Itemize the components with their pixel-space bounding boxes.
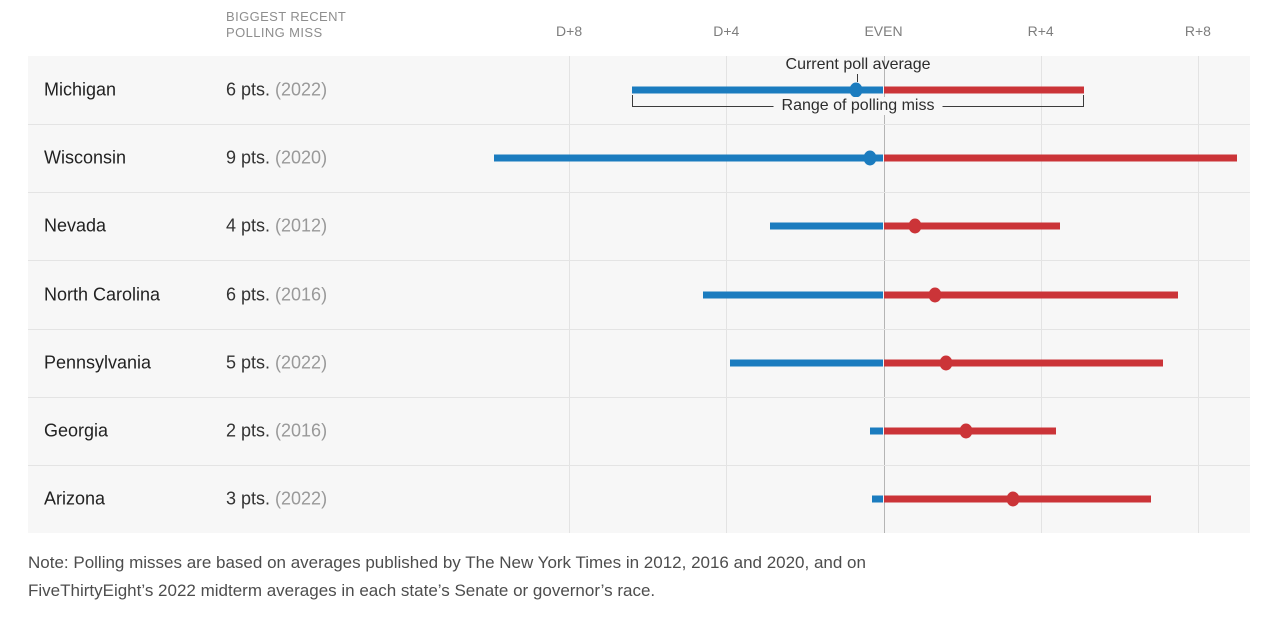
miss-year: (2012) [275,215,328,236]
range-bar-dem-side [869,427,884,435]
range-bar-dem-side [631,86,884,94]
x-axis-tick-label-d+4: D+4 [713,23,740,39]
state-label-georgia: Georgia [44,420,109,441]
polling-miss-value: 6 pts. (2016) [226,284,327,305]
range-bar-dem-side [702,291,884,298]
row-separator [28,396,1250,398]
miss-year: (2016) [275,284,328,304]
range-bar-dem-side [871,495,884,503]
current-poll-average-connector-line [857,74,858,82]
miss-points: 6 pts. [226,79,276,100]
state-label-arizona: Arizona [44,488,106,509]
polling-miss-value: 5 pts. (2022) [226,352,327,373]
footnote-line2: FiveThirtyEight’s 2022 midterm averages … [28,581,656,600]
chart-plot-area: Michigan 6 pts. (2022) Wisconsin 9 pts. (20… [28,56,1250,533]
miss-points: 6 pts. [226,284,276,304]
row-separator [28,464,1250,466]
polling-miss-value: 6 pts. (2022) [226,80,327,101]
range-bar-rep-side [883,86,1084,94]
current-poll-average-dot [849,82,863,98]
miss-points: 4 pts. [226,215,276,236]
x-axis-tick-label-d+8: D+8 [556,23,583,39]
range-bracket-right-tick [1082,95,1084,107]
footnote: Note: Polling misses are based on averag… [28,549,866,605]
row-separator [28,260,1250,262]
miss-year: (2022) [275,488,328,509]
current-poll-average-dot [939,355,953,371]
miss-year: (2022) [275,352,328,373]
range-of-polling-miss-label: Range of polling miss [773,97,943,115]
range-bar-rep-side [883,359,1163,367]
state-label-north-carolina: North Carolina [44,284,161,304]
row-separator [28,192,1250,194]
miss-year: (2020) [275,147,328,168]
range-bar-dem-side [730,359,884,367]
range-bar-dem-side [769,222,884,230]
current-poll-average-dot [959,423,973,439]
range-bar-rep-side [883,222,1061,230]
range-bar-dem-side [494,154,884,162]
miss-points: 5 pts. [226,352,276,373]
miss-points: 3 pts. [226,488,276,509]
state-label-nevada: Nevada [44,215,107,236]
polling-miss-value: 3 pts. (2022) [226,488,327,509]
polling-miss-value: 2 pts. (2016) [226,420,327,441]
footnote-line1: Note: Polling misses are based on averag… [28,553,866,572]
x-axis-tick-label-r+8: R+8 [1184,23,1211,39]
x-axis-tick-label-r+4: R+4 [1027,23,1054,39]
row-separator [28,328,1250,330]
current-poll-average-dot [908,218,922,234]
polling-miss-value: 9 pts. (2020) [226,148,327,169]
current-poll-average-dot [928,287,942,302]
range-bracket-left-tick [631,95,633,107]
miss-points: 9 pts. [226,147,276,168]
column-header-line1: BIGGEST RECENT [226,9,347,24]
gridline-d+8 [569,56,571,533]
column-header-biggest-recent-polling-miss: BIGGEST RECENT POLLING MISS [226,9,346,41]
miss-year: (2016) [275,420,328,441]
current-poll-average-dot [863,150,877,166]
state-label-michigan: Michigan [44,79,117,100]
range-bar-rep-side [883,154,1238,162]
x-axis-tick-label-even: EVEN [864,23,903,39]
current-poll-average-dot [1006,491,1020,507]
current-poll-average-label: Current poll average [785,56,931,73]
state-label-pennsylvania: Pennsylvania [44,352,152,373]
column-header-line2: POLLING MISS [226,25,323,40]
miss-year: (2022) [275,79,328,100]
polling-miss-value: 4 pts. (2012) [226,216,327,237]
row-separator [28,124,1250,126]
range-bar-rep-side [883,291,1179,298]
gridline-r+8 [1197,56,1199,533]
state-label-wisconsin: Wisconsin [44,147,127,168]
miss-points: 2 pts. [226,420,276,441]
